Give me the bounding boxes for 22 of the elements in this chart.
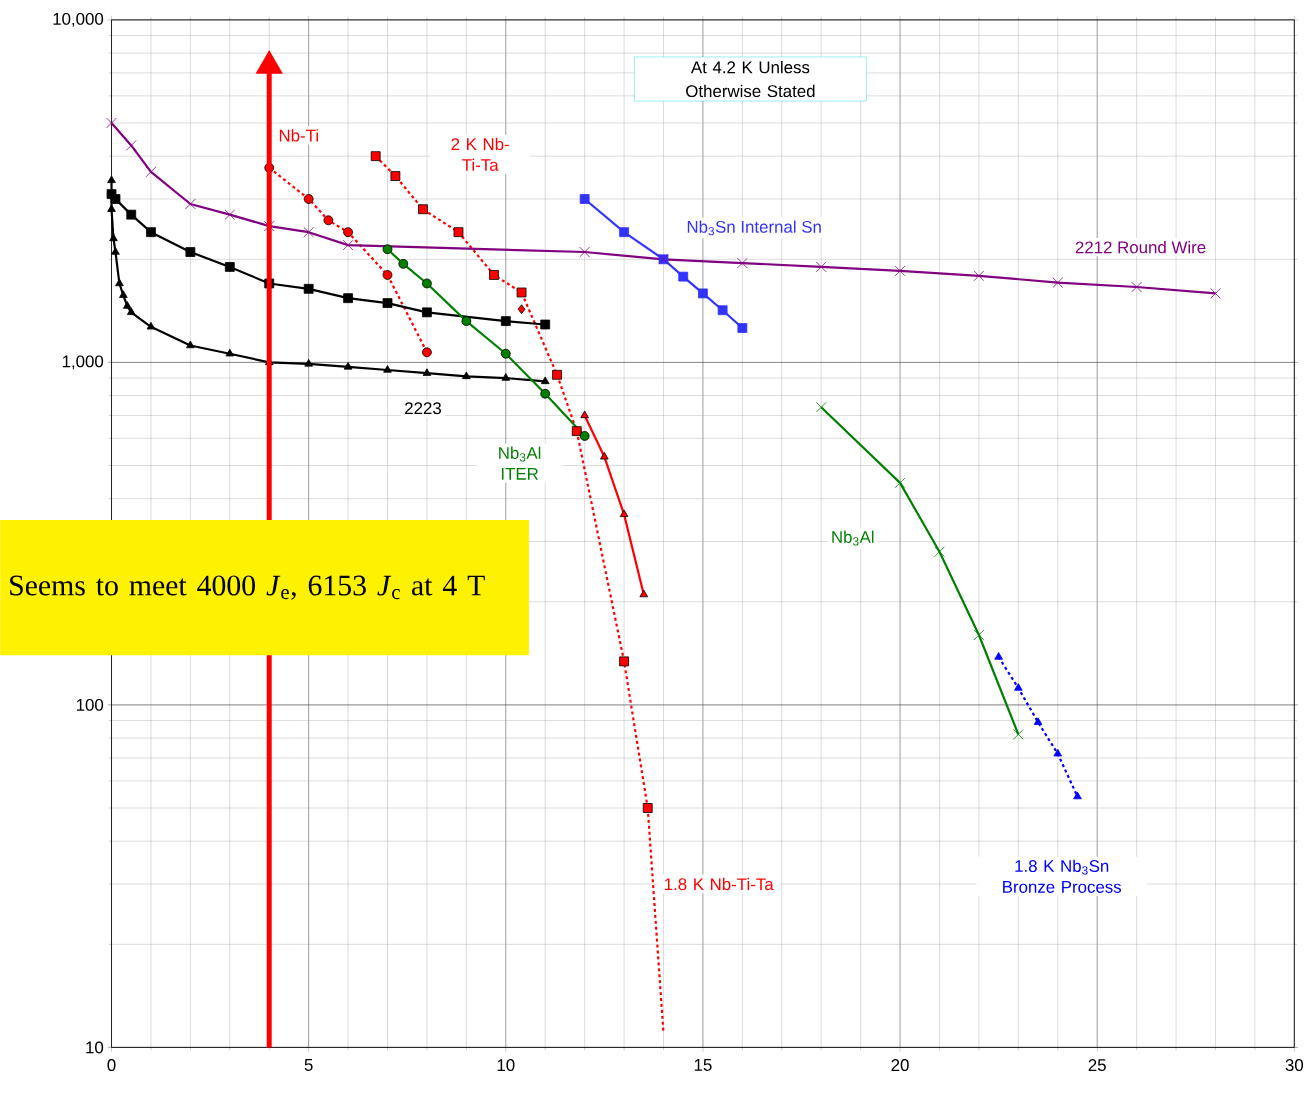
x-tick-label: 30 (1285, 1059, 1304, 1071)
series-label: 2223 (405, 402, 441, 415)
text: 2 K Nb-Ti-Ta (451, 137, 509, 171)
y-tick-label: 10 (86, 1041, 104, 1054)
series-label: 2212 Round Wire (1075, 240, 1206, 254)
annotation: At 4.2 K Unless Otherwise Stated (686, 60, 815, 98)
y-tick-label: 10,000 (53, 12, 104, 27)
text: 1.8 K Nb$_{3}$Sn Bronze Process (1003, 859, 1122, 893)
series-label: 1.8 K Nb-Ti-Ta (665, 877, 774, 891)
annotation: Seems to meet 4000 J$_{e}$, 6153 J$_{c}$ at 4 T (10, 575, 485, 600)
y-tick-label: 100 (76, 698, 104, 711)
x-tick-label: 20 (891, 1059, 909, 1071)
x-tick-label: 25 (1088, 1059, 1106, 1071)
series-label: Nb$_{3}$Sn Internal Sn (687, 220, 821, 236)
y-tick-label: 1,000 (62, 355, 104, 370)
x-tick-label: 10 (497, 1059, 515, 1071)
x-tick-label: 0 (107, 1059, 116, 1071)
x-tick-label: 5 (304, 1059, 313, 1071)
text: Nb$_{3}$Al (832, 530, 874, 546)
text: Nb$_{3}$Al ITER (499, 446, 541, 480)
x-tick-label: 15 (694, 1059, 712, 1071)
series-label: Nb-Ti (279, 129, 318, 142)
